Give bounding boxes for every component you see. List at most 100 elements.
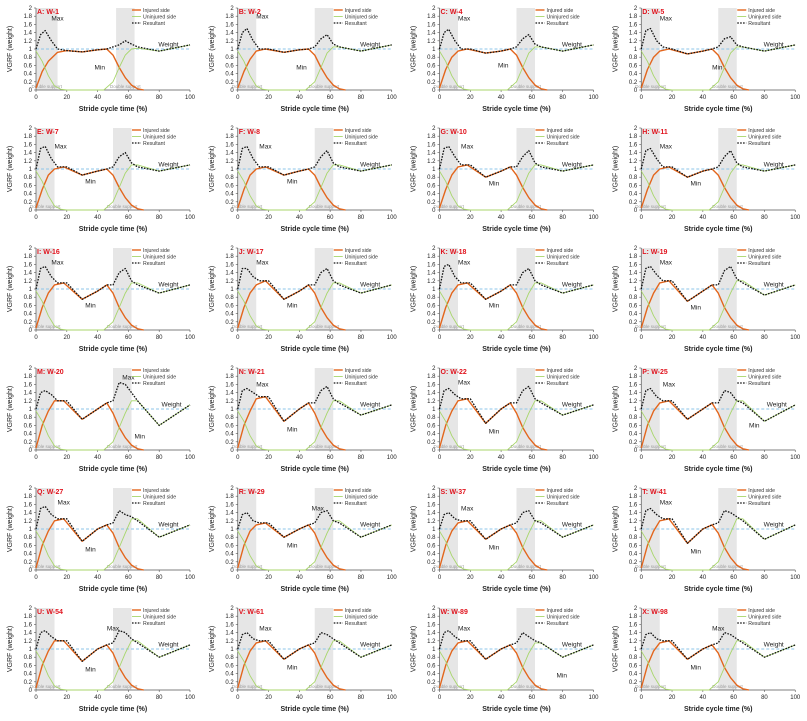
x-tick-label: 100 [790, 335, 801, 341]
y-tick-label: 1.4 [24, 631, 33, 637]
y-tick-label: 1 [230, 47, 234, 53]
x-tick-label: 0 [34, 575, 38, 581]
y-tick-label: 2 [634, 486, 638, 492]
double-support-region [641, 8, 660, 90]
resultant-line [35, 381, 191, 427]
legend-entry: Uninjured side [547, 135, 580, 141]
y-tick-label: 0.8 [24, 535, 33, 541]
x-tick-label: 100 [185, 95, 196, 101]
x-tick-label: 60 [730, 455, 737, 461]
x-tick-label: 60 [730, 215, 737, 221]
chart-panel: Double support Double support00.20.40.60.… [612, 246, 801, 353]
uninjured-side-line [35, 44, 191, 91]
y-tick-label: 0.2 [24, 80, 33, 86]
resultant-line [438, 263, 594, 300]
y-tick-label: 1 [230, 407, 234, 413]
x-tick-label: 60 [327, 695, 334, 701]
legend-entry: Resultant [547, 141, 569, 147]
chart-panel: Double support Double support00.20.40.60.… [209, 246, 398, 353]
y-tick-label: 0.8 [427, 655, 436, 661]
injured-side-line [640, 640, 750, 691]
double-support-label: Double support [309, 204, 340, 209]
legend-entry: Uninjured side [748, 615, 781, 621]
y-tick-label: 0.8 [225, 415, 234, 421]
double-support-region [237, 8, 257, 90]
panel-title: X: W-98 [642, 609, 668, 616]
y-axis-title: VGRF (weight) [209, 506, 216, 552]
y-tick-label: 1.8 [629, 134, 638, 140]
y-tick-label: 0.6 [629, 303, 638, 309]
max-label: Max [107, 626, 120, 633]
x-axis-title: Stride cycle time (%) [79, 586, 147, 593]
y-tick-label: 0.2 [427, 320, 436, 326]
y-tick-label: 0.2 [629, 200, 638, 206]
y-axis-title: VGRF (weight) [7, 266, 14, 312]
x-tick-label: 20 [63, 575, 70, 581]
x-axis-title: Stride cycle time (%) [79, 346, 147, 353]
y-tick-label: 0.8 [427, 175, 436, 181]
y-tick-label: 0.2 [427, 80, 436, 86]
y-tick-label: 0 [634, 208, 638, 214]
x-axis-title: Stride cycle time (%) [482, 226, 550, 233]
legend-entry: Injured side [748, 248, 775, 254]
chart-panel: Double support Double support00.20.40.60.… [411, 366, 600, 473]
x-tick-label: 40 [700, 695, 707, 701]
y-tick-label: 1.8 [24, 254, 33, 260]
x-axis-title: Stride cycle time (%) [684, 586, 752, 593]
y-tick-label: 0.4 [24, 312, 33, 318]
y-tick-label: 2 [29, 126, 33, 132]
y-tick-label: 0.4 [225, 72, 234, 78]
x-tick-label: 80 [559, 455, 566, 461]
y-tick-label: 1.4 [629, 511, 638, 517]
y-tick-label: 0.6 [629, 663, 638, 669]
max-label: Max [712, 626, 725, 633]
min-label: Min [85, 178, 96, 185]
y-tick-label: 1.8 [225, 134, 234, 140]
chart-panel: Double support Double support00.20.40.60.… [7, 606, 196, 713]
uninjured-side-line [237, 282, 392, 331]
y-tick-label: 1.8 [24, 14, 33, 20]
uninjured-side-line [439, 282, 594, 331]
double-support-label: Double support [30, 564, 61, 569]
y-tick-label: 0.6 [225, 183, 234, 189]
panel-title: M: W-20 [37, 369, 64, 376]
injured-side-line [640, 166, 750, 211]
uninjured-side-line [237, 164, 392, 211]
y-tick-label: 0.6 [225, 423, 234, 429]
x-tick-label: 100 [588, 455, 599, 461]
x-tick-label: 60 [327, 335, 334, 341]
y-tick-label: 0.2 [24, 560, 33, 566]
chart-panel: Double support Double support00.20.40.60.… [209, 126, 398, 233]
double-support-label: Double support [635, 444, 666, 449]
legend-entry: Resultant [748, 141, 770, 147]
y-tick-label: 0 [29, 328, 33, 334]
y-tick-label: 1.6 [225, 22, 234, 28]
y-tick-label: 1.4 [629, 31, 638, 37]
y-tick-label: 0 [634, 328, 638, 334]
x-tick-label: 60 [529, 95, 536, 101]
min-label: Min [498, 62, 509, 69]
double-support-label: Double support [30, 324, 61, 329]
double-support-label: Double support [30, 204, 61, 209]
injured-side-line [640, 48, 750, 91]
y-tick-label: 1.6 [427, 22, 436, 28]
legend-entry: Uninjured side [143, 255, 176, 261]
y-tick-label: 0 [230, 568, 234, 574]
uninjured-side-line [439, 164, 594, 211]
x-tick-label: 100 [588, 335, 599, 341]
y-tick-label: 0.4 [629, 672, 638, 678]
double-support-label: Double support [107, 204, 138, 209]
uninjured-side-line [640, 280, 796, 331]
y-tick-label: 1 [29, 47, 33, 53]
y-tick-label: 0.8 [24, 655, 33, 661]
x-tick-label: 80 [559, 335, 566, 341]
y-tick-label: 1.4 [225, 631, 234, 637]
y-tick-label: 0 [29, 208, 33, 214]
legend-entry: Uninjured side [345, 15, 378, 21]
x-tick-label: 20 [467, 95, 474, 101]
y-tick-label: 0.2 [225, 80, 234, 86]
x-tick-label: 0 [640, 695, 644, 701]
y-tick-label: 0.6 [24, 303, 33, 309]
y-tick-label: 0.6 [427, 63, 436, 69]
min-label: Min [489, 180, 500, 187]
